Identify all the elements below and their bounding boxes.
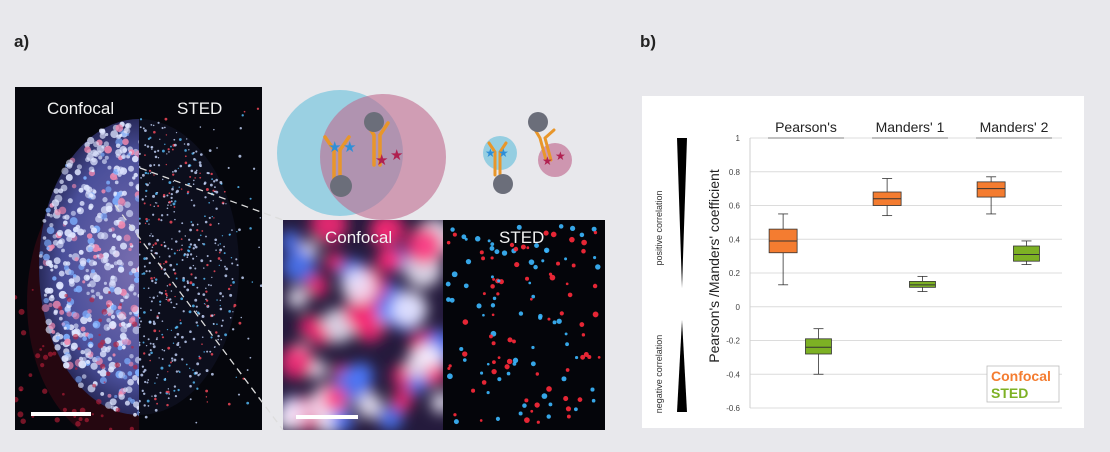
svg-text:★: ★ xyxy=(343,138,356,156)
legend-box xyxy=(986,365,1060,403)
y-tick-label: 1 xyxy=(736,134,741,143)
box-confocal-1 xyxy=(872,178,902,217)
colocalization-schematic: ★ ★ ★ ★ ★ ★ ★ ★ xyxy=(277,90,572,220)
y-tick-label: 0.2 xyxy=(729,269,741,278)
y-tick-label: -0.2 xyxy=(726,337,740,346)
zoom-confocal-label: Confocal xyxy=(325,228,393,247)
svg-text:★: ★ xyxy=(498,146,509,160)
legend-sted: STED xyxy=(991,385,1028,401)
whole-cell-confocal-label: Confocal xyxy=(47,99,115,118)
zoom-scale-bar xyxy=(296,415,358,419)
panel-b-label: b) xyxy=(640,32,657,51)
category-label: Pearson's xyxy=(775,119,837,135)
svg-text:★: ★ xyxy=(485,146,496,160)
negative-correlation-wedge xyxy=(677,320,687,412)
positive-correlation-wedge xyxy=(677,138,687,288)
category-label: Manders' 1 xyxy=(876,119,945,135)
scale-bar xyxy=(31,412,91,416)
zoom-sted-label: STED xyxy=(499,228,545,247)
y-tick-label: 0.8 xyxy=(729,168,741,177)
y-tick-label: 0.6 xyxy=(729,202,741,211)
box-plot-chart: 1 0.8 0.6 0.4 0.2 0 -0.2 -0.4 -0.6 Pearson's Mand… xyxy=(654,119,1062,414)
box-sted-0 xyxy=(805,328,832,375)
svg-text:★: ★ xyxy=(542,154,553,168)
y-tick-label: -0.4 xyxy=(726,370,740,379)
svg-text:★: ★ xyxy=(390,146,403,164)
svg-text:★: ★ xyxy=(555,149,566,163)
zoom-confocal-image: Confocal xyxy=(283,220,443,430)
box-confocal-0 xyxy=(768,213,798,286)
box-confocal-2 xyxy=(976,176,1006,215)
zoom-sted-canvas xyxy=(445,224,601,425)
antibody-icon xyxy=(323,121,390,182)
zoom-confocal-canvas xyxy=(283,220,443,430)
legend-confocal: Confocal xyxy=(991,368,1051,384)
blue-star-fluorophore-icon: ★ xyxy=(328,138,341,156)
whole-cell-image-canvas xyxy=(15,107,262,430)
y-axis-label: Pearson's /Manders' coefficient xyxy=(706,169,722,363)
box-plot-panel: 1 0.8 0.6 0.4 0.2 0 -0.2 -0.4 -0.6 Pearson's Mand… xyxy=(642,96,1084,428)
negative-correlation-label: negative correlation xyxy=(654,335,664,414)
box-sted-1 xyxy=(909,275,936,292)
whole-cell-sted-label: STED xyxy=(177,99,223,118)
whole-cell-microscopy-image: Confocal STED xyxy=(15,87,262,430)
panel-a-label: a) xyxy=(14,32,30,51)
red-star-fluorophore-icon: ★ xyxy=(375,151,388,169)
zoom-sted-image: STED xyxy=(443,220,605,430)
category-label: Manders' 2 xyxy=(980,119,1049,135)
y-tick-label: 0.4 xyxy=(729,235,741,244)
box-sted-2 xyxy=(1013,240,1040,265)
positive-correlation-label: positive correlation xyxy=(654,190,664,265)
y-tick-label: 0 xyxy=(736,303,741,312)
y-tick-label: -0.6 xyxy=(726,404,740,413)
